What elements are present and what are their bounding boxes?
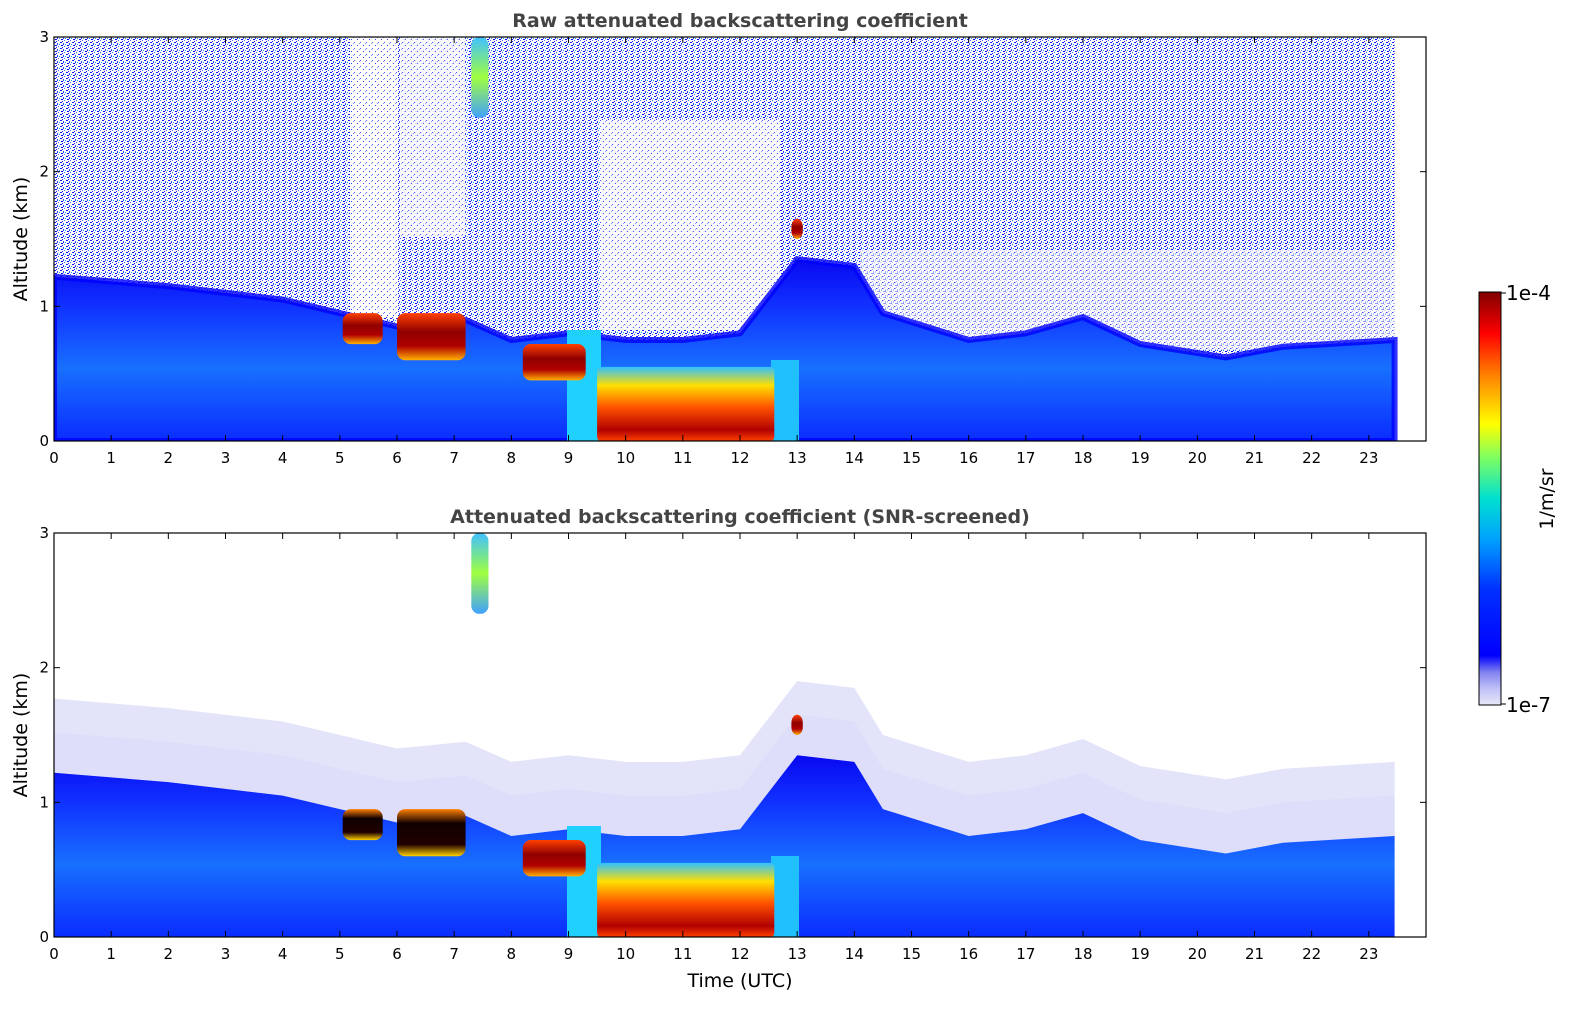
x-tick-label: 22 — [1302, 945, 1321, 963]
x-tick-label: 22 — [1302, 449, 1321, 467]
feature-fog — [597, 862, 775, 937]
x-tick-label: 1 — [106, 449, 116, 467]
y-tick-label: 1 — [39, 793, 49, 811]
panel1-features — [342, 37, 803, 441]
panel2-heatmap — [54, 533, 1426, 937]
colorbar-min-label: 1e-7 — [1506, 693, 1551, 717]
x-tick-label: 11 — [673, 945, 692, 963]
panel1-column — [771, 360, 799, 441]
x-tick-label: 20 — [1188, 449, 1207, 467]
x-tick-label: 14 — [845, 945, 864, 963]
x-tick-label: 17 — [1016, 449, 1035, 467]
panel1-clear-gap — [600, 120, 780, 330]
x-tick-label: 13 — [788, 449, 807, 467]
feature-cloud — [791, 714, 803, 735]
panel2-boundary-layer — [54, 755, 1395, 937]
x-tick-label: 17 — [1016, 945, 1035, 963]
x-tick-label: 4 — [278, 945, 288, 963]
y-tick-label: 2 — [39, 163, 49, 181]
feature-plume — [471, 533, 489, 614]
x-tick-label: 6 — [392, 449, 402, 467]
x-tick-label: 20 — [1188, 945, 1207, 963]
x-tick-label: 21 — [1245, 945, 1264, 963]
x-tick-label: 7 — [449, 945, 459, 963]
x-tick-label: 3 — [221, 945, 231, 963]
panel1-boundary-edge — [54, 256, 1398, 441]
panel2-features — [342, 533, 803, 937]
panel1-y-axis: 0 1 2 3 — [39, 28, 1426, 450]
y-tick-label: 0 — [39, 928, 49, 946]
feature-cloud — [397, 313, 466, 361]
y-tick-label: 2 — [39, 659, 49, 677]
feature-plume — [471, 37, 489, 118]
x-tick-label: 23 — [1359, 945, 1378, 963]
x-tick-label: 8 — [507, 945, 517, 963]
panel1-heatmap — [54, 37, 1398, 441]
panel2-ylabel: Altitude (km) — [10, 673, 32, 798]
x-tick-label: 13 — [788, 945, 807, 963]
x-tick-label: 21 — [1245, 449, 1264, 467]
panel1-title: Raw attenuated backscattering coefficien… — [512, 10, 968, 32]
panel2-column — [771, 856, 799, 937]
x-tick-label: 9 — [564, 945, 574, 963]
panel2-xlabel: Time (UTC) — [686, 970, 792, 992]
y-tick-label: 0 — [39, 432, 49, 450]
colorbar: 1e-4 1e-7 1/m/sr — [1478, 281, 1558, 717]
panel2-title: Attenuated backscattering coefficient (S… — [450, 506, 1030, 528]
panel1-x-axis: 0 1 2 3 4 5 6 7 8 9 10 11 12 13 14 15 16 17 18 19 20 21 22 23 — [49, 37, 1378, 467]
x-tick-label: 18 — [1073, 945, 1092, 963]
colorbar-max-label: 1e-4 — [1506, 281, 1551, 305]
x-tick-label: 15 — [902, 945, 921, 963]
x-tick-label: 0 — [49, 945, 59, 963]
x-tick-label: 12 — [730, 945, 749, 963]
x-tick-label: 12 — [730, 449, 749, 467]
colorbar-unit-label: 1/m/sr — [1536, 468, 1558, 529]
x-tick-label: 16 — [959, 449, 978, 467]
x-tick-label: 5 — [335, 945, 345, 963]
x-tick-label: 2 — [164, 945, 174, 963]
x-tick-label: 14 — [845, 449, 864, 467]
feature-fog — [597, 366, 775, 441]
x-tick-label: 7 — [449, 449, 459, 467]
feature-cloud — [342, 313, 383, 345]
x-tick-label: 2 — [164, 449, 174, 467]
panel1-clear-gap — [400, 37, 465, 237]
y-tick-label: 3 — [39, 28, 49, 46]
x-tick-label: 15 — [902, 449, 921, 467]
x-tick-label: 11 — [673, 449, 692, 467]
feature-cloud — [342, 809, 383, 841]
x-tick-label: 23 — [1359, 449, 1378, 467]
x-tick-label: 9 — [564, 449, 574, 467]
x-tick-label: 18 — [1073, 449, 1092, 467]
x-tick-label: 0 — [49, 449, 59, 467]
x-tick-label: 10 — [616, 945, 635, 963]
feature-cloud — [522, 344, 586, 381]
panel1-clear-gap — [350, 37, 398, 317]
x-tick-label: 1 — [106, 945, 116, 963]
x-tick-label: 10 — [616, 449, 635, 467]
feature-cloud — [791, 218, 803, 239]
panel2-y-axis: 0 1 2 3 — [39, 524, 1426, 946]
x-tick-label: 6 — [392, 945, 402, 963]
x-tick-label: 4 — [278, 449, 288, 467]
panel1-boundary-layer — [54, 259, 1395, 441]
x-tick-label: 3 — [221, 449, 231, 467]
x-tick-label: 16 — [959, 945, 978, 963]
y-tick-label: 3 — [39, 524, 49, 542]
colorbar-gradient — [1478, 291, 1502, 706]
feature-cloud — [522, 840, 586, 877]
x-tick-label: 5 — [335, 449, 345, 467]
x-tick-label: 19 — [1131, 449, 1150, 467]
panel1-ylabel: Altitude (km) — [10, 177, 32, 302]
panel2-x-axis: 0 1 2 3 4 5 6 7 8 9 10 11 12 13 14 15 16 17 18 19 20 21 22 23 — [49, 533, 1378, 963]
x-tick-label: 19 — [1131, 945, 1150, 963]
y-tick-label: 1 — [39, 297, 49, 315]
feature-cloud — [397, 809, 466, 857]
x-tick-label: 8 — [507, 449, 517, 467]
